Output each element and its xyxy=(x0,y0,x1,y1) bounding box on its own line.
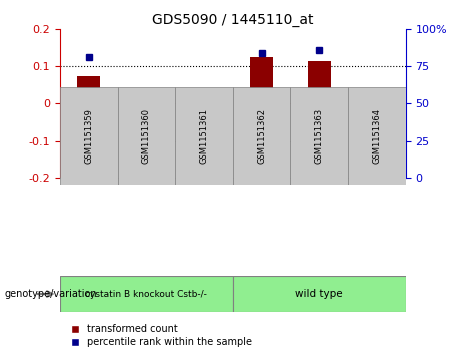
Bar xyxy=(348,87,406,185)
Bar xyxy=(135,103,158,140)
Text: cystatin B knockout Cstb-/-: cystatin B knockout Cstb-/- xyxy=(85,290,207,298)
Bar xyxy=(290,87,348,185)
Bar xyxy=(77,76,100,103)
Bar xyxy=(233,276,406,312)
Legend: transformed count, percentile rank within the sample: transformed count, percentile rank withi… xyxy=(65,324,252,347)
Bar xyxy=(365,103,388,140)
Text: genotype/variation: genotype/variation xyxy=(5,289,97,299)
Bar xyxy=(175,87,233,185)
Bar xyxy=(233,87,290,185)
Text: GSM1151359: GSM1151359 xyxy=(84,108,93,164)
Text: GSM1151362: GSM1151362 xyxy=(257,108,266,164)
Bar xyxy=(308,61,331,103)
Text: GSM1151363: GSM1151363 xyxy=(315,108,324,164)
Title: GDS5090 / 1445110_at: GDS5090 / 1445110_at xyxy=(152,13,313,26)
Text: GSM1151360: GSM1151360 xyxy=(142,108,151,164)
Bar xyxy=(250,57,273,103)
Bar xyxy=(193,103,216,139)
Bar xyxy=(118,87,175,185)
Text: wild type: wild type xyxy=(296,289,343,299)
Text: GSM1151364: GSM1151364 xyxy=(372,108,381,164)
Text: GSM1151361: GSM1151361 xyxy=(200,108,208,164)
Bar xyxy=(60,87,118,185)
Bar xyxy=(60,276,233,312)
